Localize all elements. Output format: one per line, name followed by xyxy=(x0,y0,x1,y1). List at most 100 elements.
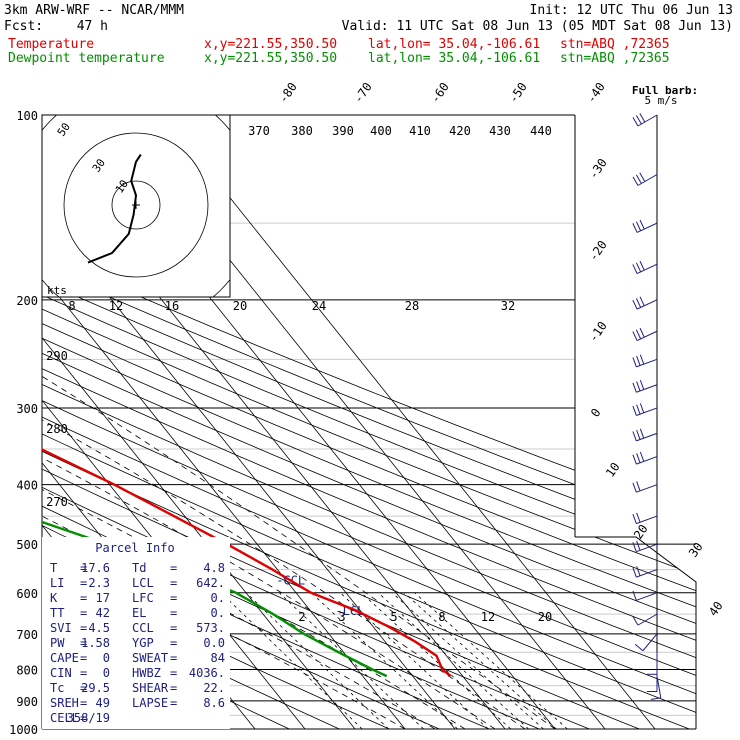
parcel-info-cell: 49 xyxy=(96,696,110,710)
legend-dewpoint-station: stn=ABQ ,72365 xyxy=(560,51,670,66)
pressure-tick-label: 1000 xyxy=(9,723,38,737)
wind-barb-flag xyxy=(632,514,637,524)
legend-temperature-latlon: lat,lon= 35.04,-106.61 xyxy=(368,37,540,52)
parcel-info-cell: 1.58 xyxy=(81,636,110,650)
theta-label: 370 xyxy=(248,124,270,138)
parcel-info-cell: CAPE xyxy=(50,651,79,665)
wind-barb-staff xyxy=(636,299,658,310)
hodograph: 10 30 50 kts xyxy=(41,114,231,298)
dry-adiabat-line xyxy=(42,115,696,729)
mixing-ratio-line xyxy=(377,592,529,729)
pressure-tick-label: 200 xyxy=(16,294,38,308)
wind-barb-flag xyxy=(632,482,637,493)
isotherm-line xyxy=(0,115,5,729)
parcel-info-cell: T xyxy=(50,561,57,575)
mixing-ratio-line xyxy=(414,592,568,729)
dry-adiabat-line xyxy=(42,115,696,729)
wind-barb-flag xyxy=(636,429,641,440)
parcel-info-cell: 84 xyxy=(211,651,225,665)
wind-barb-staff xyxy=(636,330,658,341)
wind-barb-flag xyxy=(639,451,645,462)
parcel-info-cell: SREH xyxy=(50,696,79,710)
parcel-info-cell: 573. xyxy=(196,621,225,635)
wind-barb xyxy=(632,403,658,416)
wind-barb-flag xyxy=(636,481,641,492)
parcel-info-cell: SVI xyxy=(50,621,72,635)
wind-barb-flag xyxy=(635,262,642,273)
parcel-info-cell: Td xyxy=(132,561,146,575)
wind-barb xyxy=(632,354,658,368)
wind-barb-flag xyxy=(632,616,639,626)
barb-note-unit: 5 m/s xyxy=(644,94,677,107)
moist-adiabat-line xyxy=(42,299,526,729)
isotherm-label: 30 xyxy=(686,540,706,560)
hodograph-units: kts xyxy=(47,284,67,297)
parcel-info-title: Parcel Info xyxy=(95,541,174,555)
wind-barb-staff xyxy=(637,174,658,186)
temperature-trace xyxy=(42,448,452,678)
mixing-ratio-label: 12 xyxy=(109,299,123,313)
parcel-info-cell: CIN xyxy=(50,666,72,680)
pressure-tick-label: 700 xyxy=(16,628,38,642)
parcel-info-cell: = xyxy=(170,636,177,650)
isotherm-label: 0 xyxy=(588,406,604,420)
theta-label: 280 xyxy=(46,422,68,436)
wind-barb-flag xyxy=(634,643,644,652)
parcel-info-cell: 0 xyxy=(103,651,110,665)
parcel-info-cell: 2.3 xyxy=(88,576,110,590)
hodograph-ring xyxy=(63,132,209,278)
isotherm-label: 40 xyxy=(706,599,726,619)
wind-barb xyxy=(632,296,658,310)
isotherm-line xyxy=(42,115,356,729)
parcel-info-cell: TT xyxy=(50,606,64,620)
mixing-ratio-line xyxy=(246,592,389,729)
wind-barb-flag xyxy=(635,329,642,340)
dry-adiabat-line xyxy=(42,115,340,729)
parcel-info-cell: = xyxy=(80,711,87,725)
wind-barb-flag xyxy=(636,404,641,415)
parcel-info-cell: PW xyxy=(50,636,65,650)
parcel-info-cell: CELL xyxy=(50,711,79,725)
parcel-info-cell: YGP xyxy=(132,636,154,650)
dry-adiabat-line xyxy=(42,115,696,729)
wind-barb-flag xyxy=(639,403,645,413)
pressure-tick-label: 900 xyxy=(16,695,38,709)
parcel-info-cell: = xyxy=(170,666,177,680)
wind-barb xyxy=(632,481,658,493)
parcel-info-cell: SWEAT xyxy=(132,651,168,665)
wind-barb-staff xyxy=(656,675,662,698)
hodograph-ring-label: 30 xyxy=(90,156,108,174)
theta-label: 410 xyxy=(409,124,431,138)
isotherm-label: -20 xyxy=(586,238,610,264)
parcel-info-cell: 4.8 xyxy=(203,561,225,575)
lower-frame-line xyxy=(575,536,697,729)
dry-adiabat-line xyxy=(42,115,696,729)
pressure-tick-label: 300 xyxy=(16,402,38,416)
wind-barb-flag xyxy=(635,298,642,308)
parcel-info-cell: = xyxy=(80,651,87,665)
parcel-info-cell: = xyxy=(170,651,177,665)
wind-barb-flag xyxy=(632,567,637,578)
wind-barb-flag xyxy=(636,381,641,392)
theta-label: 290 xyxy=(46,349,68,363)
parcel-info-cell: LFC xyxy=(132,591,154,605)
forecast-hour: 47 h xyxy=(77,19,108,34)
wind-barb-flag xyxy=(632,431,637,442)
parcel-info-cell: 0. xyxy=(211,591,225,605)
wind-barb xyxy=(647,652,658,675)
wind-barb-flag xyxy=(632,405,637,416)
parcel-info-cell: LAPSE xyxy=(132,696,168,710)
wind-barb-flag xyxy=(632,223,638,233)
init-time: Init: 12 UTC Thu 06 Jun 13 xyxy=(530,3,734,18)
legend-temperature-station: stn=ABQ ,72365 xyxy=(560,37,670,52)
wind-barb-flag xyxy=(636,453,641,463)
wind-barb-flag xyxy=(639,113,646,123)
parcel-info-cell: = xyxy=(170,561,177,575)
wind-barb-staff xyxy=(637,114,658,127)
wind-barb-staff xyxy=(636,432,658,442)
mixing-ratio-label: 5 xyxy=(390,610,397,624)
wind-barb xyxy=(632,451,658,465)
isotherm-label: -80 xyxy=(276,80,300,106)
parcel-info-cell: 4036. xyxy=(189,666,225,680)
dry-adiabat-line xyxy=(42,115,696,729)
